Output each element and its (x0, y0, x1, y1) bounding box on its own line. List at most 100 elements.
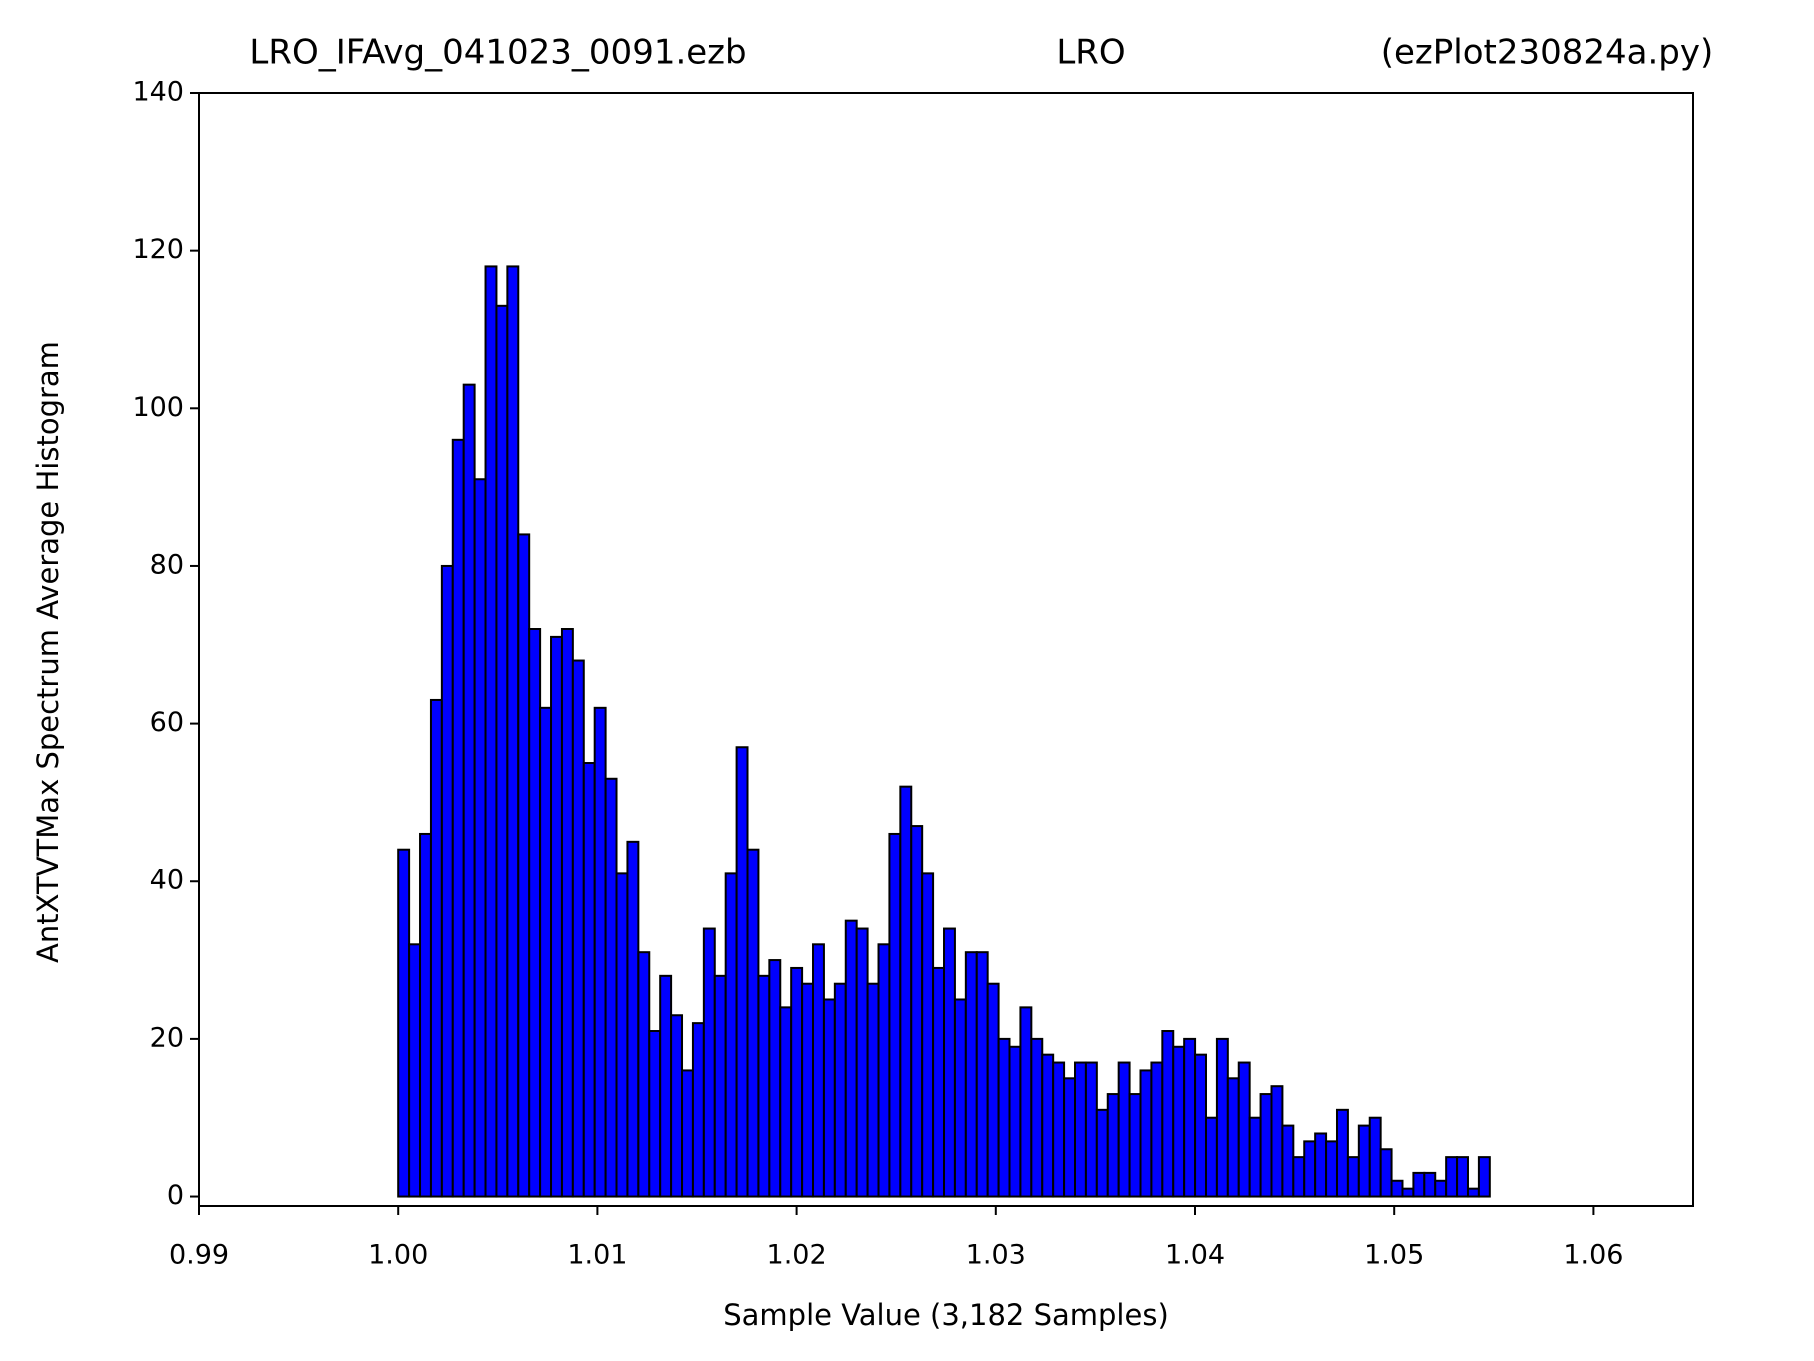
bar (1325, 1140, 1338, 1198)
bar (429, 698, 443, 1198)
bar (1248, 1116, 1262, 1198)
bar (615, 872, 629, 1198)
bar (473, 478, 487, 1198)
y-tick-label: 20 (150, 1022, 184, 1053)
bar (495, 304, 509, 1198)
bar (550, 635, 563, 1198)
bar (1172, 1045, 1186, 1198)
bar (1063, 1077, 1077, 1198)
bar (691, 1022, 705, 1198)
x-tick-label: 0.99 (169, 1240, 229, 1271)
bar (1041, 1053, 1055, 1198)
bar (1183, 1037, 1197, 1198)
bar (1466, 1187, 1480, 1198)
bar (681, 1069, 694, 1198)
bar (528, 628, 542, 1198)
bar (637, 951, 651, 1198)
bar (921, 872, 935, 1198)
bar (746, 848, 760, 1198)
bar (1423, 1171, 1437, 1198)
bar (932, 966, 946, 1198)
bar (1030, 1037, 1044, 1198)
x-axis-label: Sample Value (3,182 Samples) (723, 1298, 1169, 1332)
bar (582, 762, 596, 1198)
bar (801, 982, 815, 1198)
bar (997, 1037, 1011, 1198)
bar (560, 628, 574, 1198)
bar (539, 706, 553, 1198)
bar (779, 1006, 793, 1198)
bar (506, 265, 520, 1198)
bar (462, 383, 476, 1198)
bar (855, 927, 869, 1198)
y-tick-label: 0 (167, 1180, 184, 1211)
y-tick-label: 100 (132, 392, 184, 423)
bar (1204, 1116, 1218, 1198)
bar (812, 943, 825, 1198)
bar (1281, 1124, 1295, 1198)
bar (1161, 1030, 1175, 1198)
bar (1019, 1006, 1033, 1198)
bar (943, 927, 956, 1198)
bar (702, 927, 716, 1198)
bar (910, 825, 924, 1198)
x-tick-label: 1.02 (767, 1240, 827, 1271)
bar (757, 974, 771, 1198)
bar (440, 564, 454, 1198)
bar (1379, 1148, 1393, 1198)
bar (822, 998, 836, 1198)
bar (1237, 1061, 1251, 1198)
bar (1292, 1156, 1306, 1198)
bar (833, 982, 847, 1198)
y-tick-label: 80 (150, 549, 184, 580)
bar (1226, 1077, 1240, 1198)
bar (1259, 1093, 1273, 1198)
bar (1335, 1108, 1349, 1198)
bar (1401, 1187, 1415, 1198)
bar (1314, 1132, 1328, 1198)
bar (1357, 1124, 1371, 1198)
bar (1303, 1140, 1317, 1198)
bar (1084, 1061, 1098, 1198)
bar (1008, 1045, 1022, 1198)
bar (1390, 1179, 1404, 1198)
bar (724, 872, 738, 1198)
bar (1139, 1069, 1153, 1198)
bar (953, 998, 967, 1198)
chart-title: LRO_IFAvg_041023_0091.ezb (249, 33, 746, 73)
bar (1346, 1156, 1360, 1198)
y-tick-label: 140 (132, 77, 184, 108)
bar (964, 951, 978, 1198)
bar (1434, 1179, 1448, 1198)
bar (451, 438, 465, 1198)
x-tick-label: 1.06 (1563, 1240, 1623, 1271)
chart-title: (ezPlot230824a.py) (1381, 33, 1714, 73)
bar (713, 974, 727, 1198)
bar (899, 785, 913, 1198)
bar (1194, 1053, 1207, 1198)
bar (670, 1014, 684, 1198)
bar (877, 943, 891, 1198)
bar (648, 1030, 662, 1198)
bar (1412, 1171, 1426, 1198)
bar (1106, 1093, 1120, 1198)
chart-title: LRO (1056, 33, 1125, 73)
bar (626, 840, 640, 1198)
bar (517, 533, 531, 1198)
bar (1117, 1061, 1131, 1198)
bar (571, 659, 585, 1198)
bar (986, 982, 1000, 1198)
bar (1128, 1093, 1142, 1198)
y-tick-label: 60 (150, 707, 184, 738)
bar (1445, 1156, 1459, 1198)
x-tick-label: 1.00 (368, 1240, 428, 1271)
x-tick-label: 1.01 (567, 1240, 627, 1271)
y-tick-label: 120 (132, 234, 184, 265)
bar (1074, 1061, 1087, 1198)
bar (1215, 1037, 1229, 1198)
bar (1095, 1108, 1109, 1198)
bar (484, 265, 498, 1198)
bar (735, 746, 749, 1198)
bar (888, 832, 902, 1198)
